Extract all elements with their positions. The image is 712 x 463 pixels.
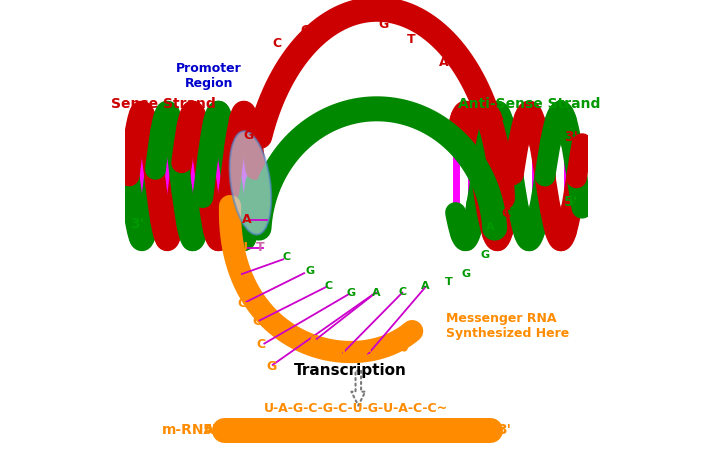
Text: C: C (472, 84, 481, 97)
Text: Transcription: Transcription (293, 363, 407, 378)
Text: C: C (324, 281, 333, 291)
Text: C: C (310, 334, 319, 347)
Text: U: U (336, 348, 346, 361)
Text: T: T (352, 13, 360, 26)
Text: A: A (242, 213, 252, 226)
Text: C: C (256, 338, 266, 351)
Text: G: G (305, 266, 314, 276)
Text: G: G (347, 288, 356, 298)
Text: Anti-Sense Strand: Anti-Sense Strand (459, 97, 601, 111)
Text: A: A (486, 222, 495, 232)
Text: C: C (511, 143, 519, 156)
Text: C: C (501, 207, 510, 220)
Text: C: C (273, 38, 282, 50)
Text: Sense Strand: Sense Strand (112, 97, 216, 111)
Text: 5': 5' (130, 152, 145, 166)
Text: G: G (244, 129, 253, 142)
Text: A: A (233, 269, 243, 282)
Text: A: A (439, 56, 449, 69)
Text: G: G (461, 269, 471, 279)
Text: A: A (421, 281, 430, 291)
Text: T: T (256, 241, 264, 254)
Text: U: U (238, 241, 248, 254)
Text: 3': 3' (130, 217, 144, 231)
Text: T: T (445, 277, 452, 288)
Text: G: G (379, 18, 389, 31)
Text: A: A (258, 101, 267, 114)
Text: U-A-G-C-G-C-U-G-U-A-C-C~: U-A-G-C-G-C-U-G-U-A-C-C~ (264, 402, 448, 415)
Text: G: G (300, 24, 310, 37)
Text: T: T (511, 175, 519, 188)
Text: Promoter
Region: Promoter Region (176, 63, 241, 90)
Text: A: A (372, 288, 380, 298)
Text: C: C (324, 14, 333, 27)
Text: C: C (252, 315, 261, 328)
Text: 3': 3' (564, 130, 578, 144)
Text: G: G (266, 360, 277, 373)
Text: Messenger RNA
Synthesized Here: Messenger RNA Synthesized Here (446, 313, 570, 340)
Text: C: C (398, 287, 407, 297)
Text: G: G (480, 250, 489, 260)
Text: m-RNA: m-RNA (162, 423, 215, 437)
Text: 5': 5' (203, 423, 217, 437)
Text: 3': 3' (497, 423, 511, 437)
Ellipse shape (230, 131, 271, 235)
Text: G: G (361, 349, 372, 362)
Text: C: C (283, 252, 290, 262)
Text: 5': 5' (564, 195, 578, 209)
Text: A: A (494, 110, 503, 123)
Text: G: G (237, 297, 248, 310)
Text: T: T (407, 33, 416, 46)
